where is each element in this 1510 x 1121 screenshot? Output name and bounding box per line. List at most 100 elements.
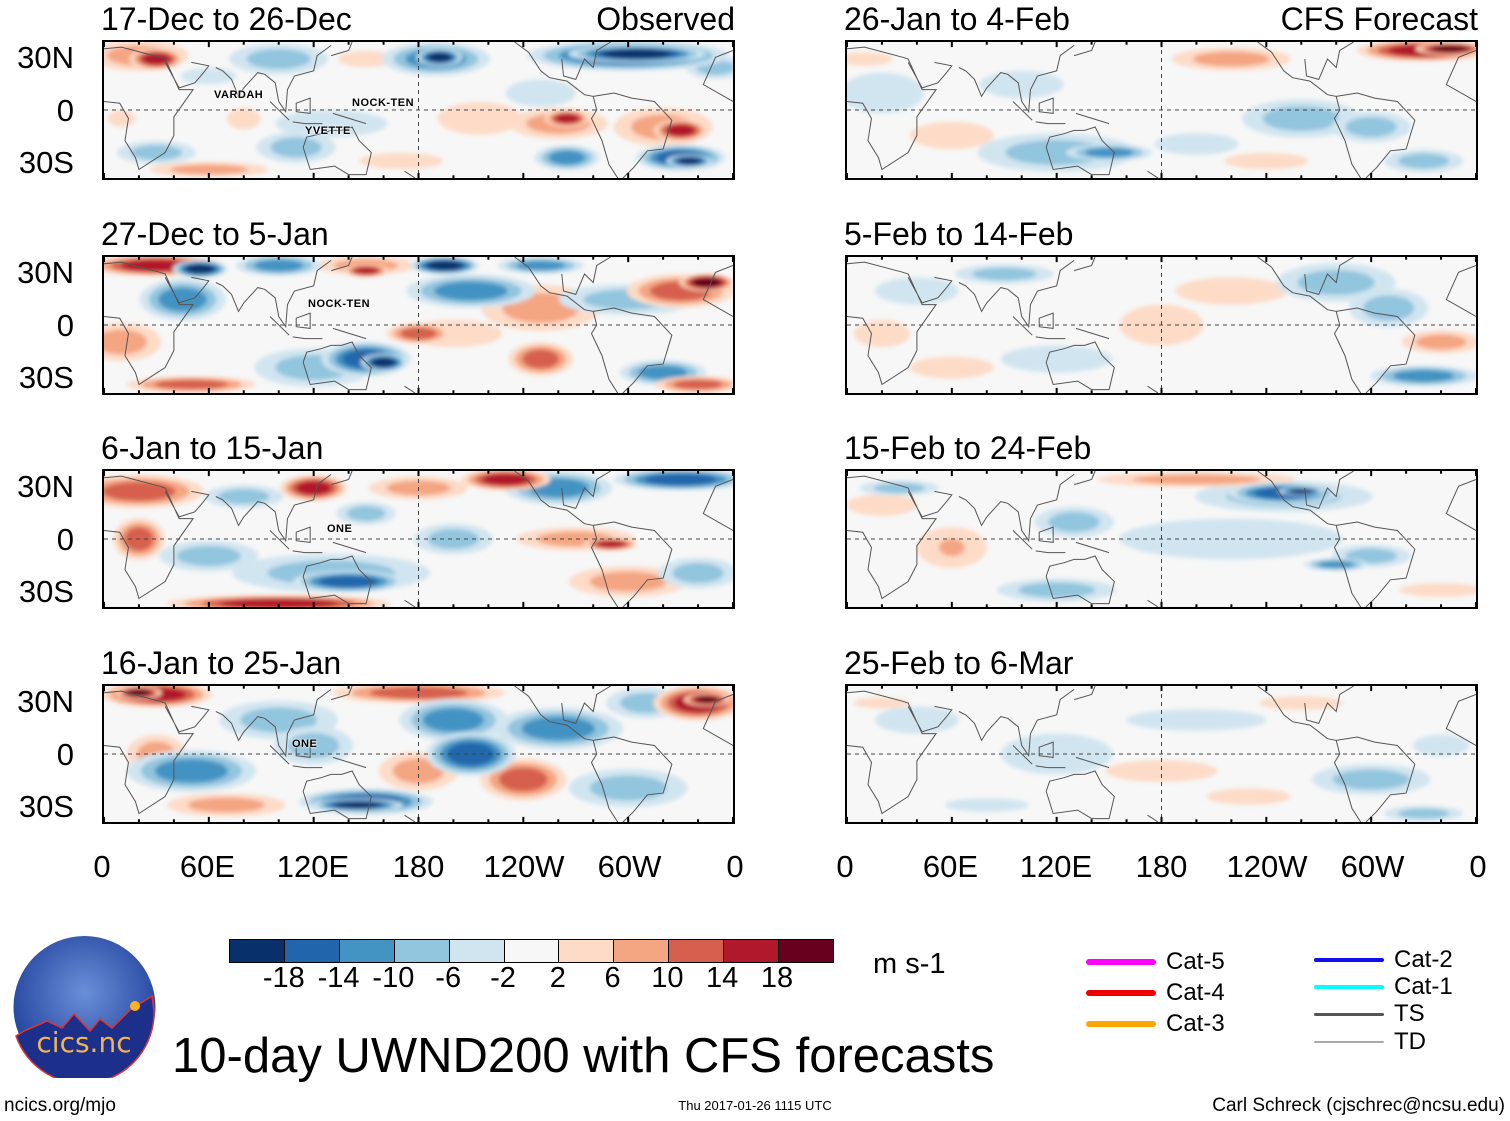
colorbar-swatch: [394, 940, 450, 962]
wind-anomaly-contour: [170, 164, 248, 175]
legend-line-cat-3: [1086, 1021, 1156, 1027]
legend-line-cat-5: [1086, 959, 1156, 965]
colorbar-tick-label: -14: [317, 962, 360, 994]
colorbar-swatch: [724, 940, 780, 962]
wind-anomaly-contour: [939, 538, 965, 557]
wind-anomaly-contour: [847, 52, 893, 66]
wind-anomaly-contour: [422, 708, 485, 732]
wind-anomaly-contour: [874, 706, 959, 734]
lon-label: 180: [1135, 849, 1188, 884]
lat-label-30s: 30S: [18, 360, 74, 395]
lon-label: 0: [836, 849, 854, 884]
colorbar-swatch: [284, 940, 340, 962]
wind-anomaly-contour: [522, 349, 560, 369]
coastline: [104, 42, 733, 178]
lat-label-30s: 30S: [18, 789, 74, 824]
map-panel: [102, 469, 735, 609]
legend-label: TS: [1394, 1000, 1425, 1027]
colorbar-swatch: [230, 940, 285, 962]
wind-anomaly-contour: [1154, 133, 1239, 155]
wind-anomaly-contour: [847, 494, 917, 516]
wind-anomaly-contour: [589, 775, 667, 801]
logo-text: cics.nc: [36, 1026, 131, 1059]
wind-anomaly-contour: [1132, 474, 1261, 485]
wind-anomaly-contour: [218, 489, 270, 504]
map-panel: [845, 255, 1478, 395]
wind-anomaly-contour: [227, 107, 261, 130]
footer-url[interactable]: ncics.org/mjo: [4, 1095, 116, 1116]
panel-title: 15-Feb to 24-Feb: [844, 430, 1092, 466]
legend-label: Cat-3: [1166, 1010, 1225, 1037]
coastline: [847, 257, 1476, 393]
colorbar-tick-label: -18: [262, 962, 305, 994]
wind-anomaly-contour: [944, 798, 1029, 812]
wind-anomaly-contour: [672, 563, 724, 583]
wind-anomaly-contour: [1345, 117, 1397, 137]
legend-line-cat-1: [1314, 985, 1384, 989]
colorbar-swatch: [614, 940, 670, 962]
coastline: [104, 471, 733, 607]
legend-line-td: [1314, 1041, 1384, 1043]
map-panel: [845, 40, 1478, 180]
storm-label-one: ONE: [292, 738, 318, 750]
wind-anomaly-contour: [874, 277, 959, 305]
wind-anomaly-contour: [521, 716, 595, 741]
panel-title: 26-Jan to 4-Feb: [844, 1, 1070, 37]
legend-line-ts: [1314, 1012, 1384, 1016]
wind-anomaly-contour: [371, 357, 396, 367]
wind-anomaly-contour: [1397, 808, 1450, 819]
wind-anomaly-contour: [254, 259, 304, 272]
wind-anomaly-contour: [270, 137, 322, 158]
wind-anomaly-contour: [1105, 760, 1218, 782]
colorbar-tick-label: -2: [490, 962, 516, 994]
legend-label: Cat-4: [1166, 979, 1225, 1006]
wind-anomaly-contour: [1415, 334, 1467, 350]
wind-anomaly-contour: [154, 759, 229, 783]
wind-anomaly-contour: [1048, 512, 1100, 532]
wind-anomaly-contour: [1084, 147, 1134, 158]
lat-label-30s: 30S: [18, 145, 74, 180]
wind-anomaly-contour: [180, 67, 237, 85]
lon-label: 0: [726, 849, 744, 884]
wind-anomaly-map: [847, 257, 1476, 393]
wind-anomaly-contour: [666, 124, 695, 137]
legend-label: Cat-5: [1166, 948, 1225, 975]
colorbar: [229, 939, 834, 963]
wind-anomaly-contour: [142, 53, 171, 65]
wind-anomaly-contour: [437, 102, 522, 135]
wind-anomaly-contour: [1000, 345, 1113, 373]
lat-label-30s: 30S: [18, 574, 74, 609]
wind-anomaly-contour: [275, 110, 388, 138]
lon-label: 60E: [179, 849, 236, 884]
wind-anomaly-contour: [1397, 153, 1450, 169]
wind-anomaly-contour: [482, 473, 530, 486]
lat-label-30n: 30N: [17, 40, 74, 75]
cics-logo: cics.nc: [12, 936, 157, 1085]
wind-anomaly-map: [104, 257, 733, 393]
storm-label-yvette: YVETTE: [305, 125, 351, 137]
colorbar-tick-label: 2: [549, 962, 566, 994]
colorbar-tick-label: 18: [760, 962, 794, 994]
wind-anomaly-contour: [909, 121, 994, 150]
colorbar-tick-label: -6: [435, 962, 462, 994]
map-panel: [102, 255, 735, 395]
legend-label: TD: [1394, 1028, 1426, 1055]
wind-anomaly-contour: [392, 758, 445, 784]
lat-label-eq: 0: [56, 737, 74, 772]
lat-label-eq: 0: [56, 93, 74, 128]
lon-label: 120W: [1226, 849, 1308, 884]
wind-anomaly-map: [104, 42, 733, 178]
wind-anomaly-contour: [673, 379, 723, 390]
colorbar-tick-label: -10: [372, 962, 415, 994]
wind-anomaly-contour: [596, 540, 625, 548]
lat-label-eq: 0: [56, 522, 74, 557]
wind-anomaly-contour: [644, 473, 717, 486]
colorbar-swatch: [339, 940, 395, 962]
lat-label-30n: 30N: [17, 684, 74, 719]
author-credit: Carl Schreck (cjschrec@ncsu.edu): [1212, 1095, 1505, 1116]
wind-anomaly-contour: [427, 52, 452, 62]
wind-anomaly-contour: [1259, 696, 1344, 710]
storm-label-nock-ten: NOCK-TEN: [308, 298, 371, 310]
wind-anomaly-contour: [1262, 106, 1340, 131]
wind-anomaly-contour: [677, 157, 701, 165]
